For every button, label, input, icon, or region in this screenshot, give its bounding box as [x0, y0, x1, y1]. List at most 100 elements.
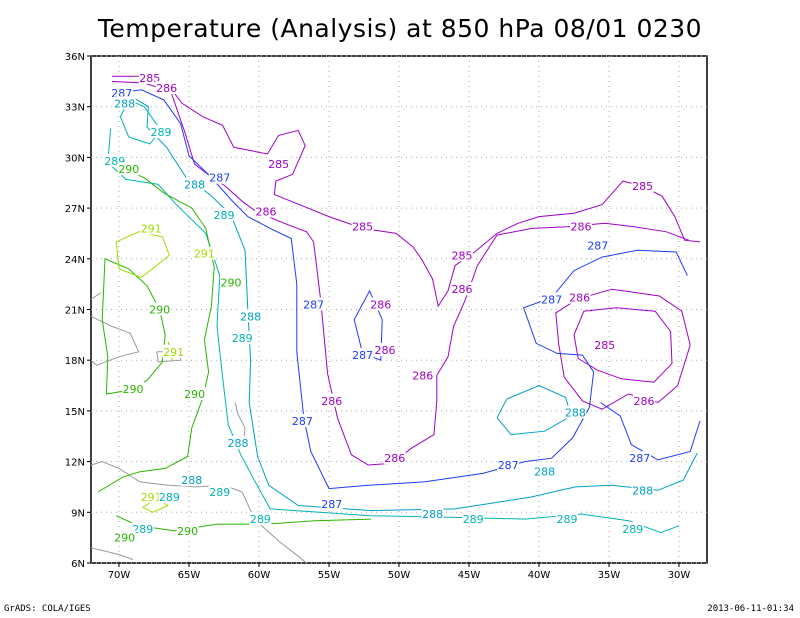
contour-label: 289 [151, 126, 172, 139]
contour-label-bg [113, 96, 136, 110]
render-timestamp: 2013-06-11-01:34 [707, 604, 794, 614]
lat-tick-label: 36N [65, 52, 85, 63]
contour-label-bg [633, 393, 655, 407]
contour-label-bg [631, 483, 654, 497]
contour-label: 287 [303, 298, 324, 311]
contour-label: 291 [141, 222, 162, 235]
contour-label: 286 [384, 452, 405, 465]
contour-label: 286 [571, 221, 592, 234]
contour-label-bg [183, 387, 206, 400]
contour-label-bg [462, 512, 485, 526]
contour-label: 288 [534, 466, 555, 479]
contour-label-bg [110, 86, 133, 100]
contour-289-inner [119, 99, 162, 145]
contour-label: 288 [632, 484, 653, 497]
contour-label: 290 [118, 163, 139, 176]
contour-label: 287 [352, 349, 373, 362]
contour-label-bg [411, 368, 434, 382]
lon-tick-label: 40W [528, 570, 551, 581]
contour-label: 287 [629, 452, 650, 465]
contour-label: 288 [181, 474, 202, 487]
lon-tick-label: 30W [668, 570, 691, 581]
contour-label: 285 [594, 339, 615, 352]
contour-label-bg [148, 302, 171, 316]
lon-tick-label: 65W [178, 570, 201, 581]
contour-label: 287 [541, 293, 562, 306]
contour-label: 289 [250, 513, 271, 526]
contour-label-bg [193, 246, 216, 260]
contour-label-bg [540, 292, 563, 306]
software-credit: GrADS: COLA/IGES [4, 604, 91, 614]
contour-288 [113, 96, 698, 512]
contour-label: 289 [214, 209, 235, 222]
contour-label-bg [150, 125, 172, 139]
contour-label-bg [255, 204, 277, 218]
contour-label-bg [383, 451, 406, 465]
lat-tick-label: 15N [65, 407, 85, 418]
contour-label-bg [302, 297, 325, 311]
contour-label-bg [628, 451, 651, 465]
contour-label: 289 [132, 523, 153, 536]
lat-tick-label: 12N [65, 458, 85, 469]
contour-label: 286 [569, 292, 590, 305]
contour-label-bg [183, 177, 206, 191]
contour-label: 287 [587, 239, 608, 252]
contour-label-bg [140, 221, 163, 235]
contour-label: 286 [256, 205, 277, 218]
contour-label: 286 [321, 395, 342, 408]
contour-label: 289 [209, 486, 230, 499]
lat-tick-label: 21N [65, 306, 85, 317]
contour-label: 285 [268, 158, 289, 171]
contour-label: 288 [565, 407, 586, 420]
contour-label-bg [231, 331, 254, 345]
contour-285-inner [573, 307, 673, 383]
contour-290 [97, 168, 215, 493]
contour-label: 286 [452, 283, 473, 296]
lat-tick-label: 18N [65, 356, 85, 367]
lon-tick-label: 60W [248, 570, 271, 581]
contour-label-bg [227, 436, 249, 450]
lat-tick-label: 9N [71, 508, 85, 519]
contour-label-bg [631, 179, 654, 193]
contour-label-bg [497, 457, 520, 471]
coast-fragment [90, 547, 134, 561]
contour-label-bg [158, 490, 181, 504]
contour-label: 289 [557, 513, 578, 526]
contour-label: 287 [498, 459, 519, 472]
contour-label-bg [213, 207, 235, 221]
contour-label: 290 [149, 304, 170, 317]
contour-label-bg [140, 490, 163, 504]
lon-tick-label: 55W [318, 570, 341, 581]
contour-label-bg [131, 522, 154, 536]
contour-label: 291 [194, 248, 215, 261]
contour-label-bg [155, 81, 178, 95]
contour-label: 290 [123, 383, 144, 396]
contour-label-bg [117, 162, 140, 176]
contour-label: 289 [232, 332, 253, 345]
map-title: Temperature (Analysis) at 850 hPa 08/01 … [97, 14, 703, 43]
contour-label: 285 [352, 221, 373, 234]
lon-tick-label: 50W [388, 570, 411, 581]
contour-label-bg [162, 344, 185, 358]
contour-label-bg [113, 530, 136, 544]
contour-label-bg [586, 238, 609, 252]
contour-label: 288 [422, 508, 443, 521]
contour-label-bg [570, 219, 592, 233]
contour-label-bg [208, 485, 231, 499]
contour-label: 285 [452, 249, 473, 262]
contour-label: 285 [632, 180, 653, 193]
contour-label: 289 [622, 523, 643, 536]
contour-label-bg [556, 512, 578, 526]
contour-label: 286 [375, 344, 396, 357]
contour-label: 285 [139, 72, 160, 85]
contour-label: 288 [184, 178, 205, 191]
contour-label-bg [374, 343, 396, 357]
contour-label-bg [138, 70, 161, 84]
hispaniola-outline [90, 315, 140, 366]
lat-tick-label: 30N [65, 153, 85, 164]
contour-label-bg [351, 348, 374, 362]
contour-label: 287 [209, 172, 230, 185]
contour-label-bg [533, 464, 556, 478]
contour-label-bg [568, 290, 591, 304]
